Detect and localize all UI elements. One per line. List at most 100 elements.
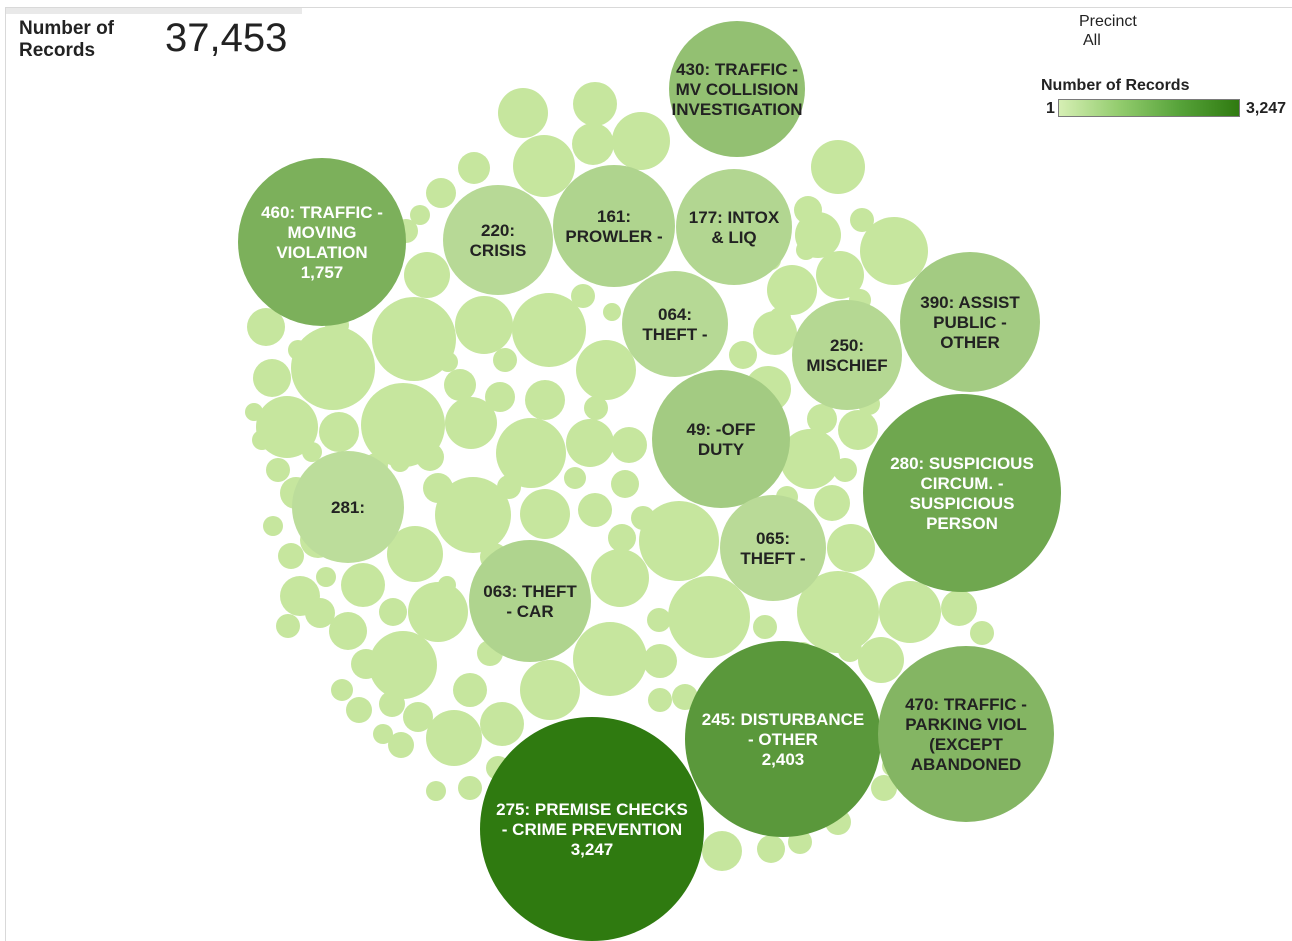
category-bubble-unlabeled[interactable] — [729, 341, 757, 369]
category-bubble-circle[interactable] — [676, 169, 792, 285]
category-bubble-unlabeled[interactable] — [858, 637, 904, 683]
category-bubble-unlabeled[interactable] — [814, 485, 850, 521]
category-bubble-unlabeled[interactable] — [648, 688, 672, 712]
category-bubble-unlabeled[interactable] — [453, 673, 487, 707]
category-bubble-unlabeled[interactable] — [573, 622, 647, 696]
category-bubble-unlabeled[interactable] — [498, 88, 548, 138]
category-bubble-unlabeled[interactable] — [252, 430, 272, 450]
category-bubble-unlabeled[interactable] — [603, 303, 621, 321]
category-bubble-unlabeled[interactable] — [672, 684, 698, 710]
category-bubble-circle[interactable] — [863, 394, 1061, 592]
category-bubble-circle[interactable] — [292, 451, 404, 563]
category-bubble-unlabeled[interactable] — [410, 205, 430, 225]
category-bubble-unlabeled[interactable] — [584, 396, 608, 420]
category-bubble-unlabeled[interactable] — [373, 724, 393, 744]
category-bubble[interactable]: 065:THEFT - — [720, 495, 826, 601]
category-bubble-unlabeled[interactable] — [403, 702, 433, 732]
category-bubble-unlabeled[interactable] — [458, 776, 482, 800]
category-bubble-unlabeled[interactable] — [302, 442, 322, 462]
category-bubble-unlabeled[interactable] — [319, 412, 359, 452]
category-bubble-unlabeled[interactable] — [811, 140, 865, 194]
category-bubble[interactable]: 275: PREMISE CHECKS- CRIME PREVENTION3,2… — [480, 717, 704, 941]
category-bubble-unlabeled[interactable] — [316, 567, 336, 587]
category-bubble-unlabeled[interactable] — [816, 251, 864, 299]
category-bubble-unlabeled[interactable] — [245, 403, 263, 421]
category-bubble-unlabeled[interactable] — [513, 135, 575, 197]
category-bubble-unlabeled[interactable] — [612, 112, 670, 170]
category-bubble-unlabeled[interactable] — [566, 419, 614, 467]
category-bubble[interactable]: 250:MISCHIEF — [792, 300, 902, 410]
category-bubble-unlabeled[interactable] — [702, 831, 742, 871]
category-bubble-unlabeled[interactable] — [247, 308, 285, 346]
category-bubble-unlabeled[interactable] — [611, 427, 647, 463]
category-bubble-unlabeled[interactable] — [970, 621, 994, 645]
category-bubble-unlabeled[interactable] — [390, 452, 410, 472]
category-bubble-unlabeled[interactable] — [571, 284, 595, 308]
category-bubble-unlabeled[interactable] — [458, 152, 490, 184]
category-bubble-unlabeled[interactable] — [416, 443, 444, 471]
category-bubble[interactable]: 064:THEFT - — [622, 271, 728, 377]
category-bubble-circle[interactable] — [685, 641, 881, 837]
category-bubble-unlabeled[interactable] — [266, 458, 290, 482]
category-bubble-unlabeled[interactable] — [608, 524, 636, 552]
category-bubble-unlabeled[interactable] — [444, 369, 476, 401]
category-bubble-unlabeled[interactable] — [769, 307, 791, 329]
category-bubble-unlabeled[interactable] — [807, 404, 837, 434]
category-bubble-unlabeled[interactable] — [838, 638, 862, 662]
category-bubble-unlabeled[interactable] — [753, 615, 777, 639]
category-bubble-unlabeled[interactable] — [591, 549, 649, 607]
category-bubble[interactable]: 281: — [292, 451, 404, 563]
category-bubble-unlabeled[interactable] — [480, 702, 524, 746]
category-bubble-unlabeled[interactable] — [757, 835, 785, 863]
category-bubble-unlabeled[interactable] — [797, 571, 879, 653]
category-bubble-unlabeled[interactable] — [827, 524, 875, 572]
category-bubble[interactable]: 161:PROWLER - — [553, 165, 675, 287]
category-bubble-circle[interactable] — [443, 185, 553, 295]
category-bubble-unlabeled[interactable] — [520, 660, 580, 720]
category-bubble[interactable]: 063: THEFT- CAR — [469, 540, 591, 662]
category-bubble-unlabeled[interactable] — [278, 543, 304, 569]
category-bubble-circle[interactable] — [900, 252, 1040, 392]
category-bubble-circle[interactable] — [652, 370, 790, 508]
category-bubble-unlabeled[interactable] — [520, 489, 570, 539]
category-bubble-unlabeled[interactable] — [438, 576, 456, 594]
category-bubble-unlabeled[interactable] — [276, 614, 300, 638]
category-bubble-circle[interactable] — [669, 21, 805, 157]
category-bubble-circle[interactable] — [469, 540, 591, 662]
category-bubble-unlabeled[interactable] — [578, 493, 612, 527]
category-bubble-unlabeled[interactable] — [941, 590, 977, 626]
category-bubble-unlabeled[interactable] — [850, 208, 874, 232]
category-bubble[interactable]: 177: INTOX& LIQ — [676, 169, 792, 285]
category-bubble[interactable]: 470: TRAFFIC -PARKING VIOL(EXCEPTABANDON… — [878, 646, 1054, 822]
category-bubble-unlabeled[interactable] — [426, 178, 456, 208]
category-bubble-unlabeled[interactable] — [564, 467, 586, 489]
category-bubble-unlabeled[interactable] — [525, 380, 565, 420]
category-bubble-unlabeled[interactable] — [871, 775, 897, 801]
category-bubble-unlabeled[interactable] — [445, 397, 497, 449]
category-bubble-unlabeled[interactable] — [438, 352, 458, 372]
category-bubble-unlabeled[interactable] — [497, 475, 521, 499]
category-bubble-unlabeled[interactable] — [288, 340, 308, 360]
category-bubble-unlabeled[interactable] — [496, 418, 566, 488]
category-bubble-unlabeled[interactable] — [690, 589, 714, 613]
category-bubble-unlabeled[interactable] — [263, 516, 283, 536]
category-bubble-unlabeled[interactable] — [780, 429, 840, 489]
category-bubble-unlabeled[interactable] — [512, 293, 586, 367]
category-bubble-circle[interactable] — [238, 158, 406, 326]
category-bubble-unlabeled[interactable] — [305, 598, 335, 628]
precinct-filter-value[interactable]: All — [1083, 32, 1101, 49]
category-bubble-circle[interactable] — [553, 165, 675, 287]
category-bubble-unlabeled[interactable] — [796, 240, 816, 260]
category-bubble-circle[interactable] — [720, 495, 826, 601]
category-bubble-unlabeled[interactable] — [860, 217, 928, 285]
category-bubble-unlabeled[interactable] — [379, 598, 407, 626]
category-bubble-unlabeled[interactable] — [388, 732, 414, 758]
category-bubble-unlabeled[interactable] — [576, 340, 636, 400]
category-bubble-unlabeled[interactable] — [426, 781, 446, 801]
category-bubble-unlabeled[interactable] — [329, 612, 367, 650]
